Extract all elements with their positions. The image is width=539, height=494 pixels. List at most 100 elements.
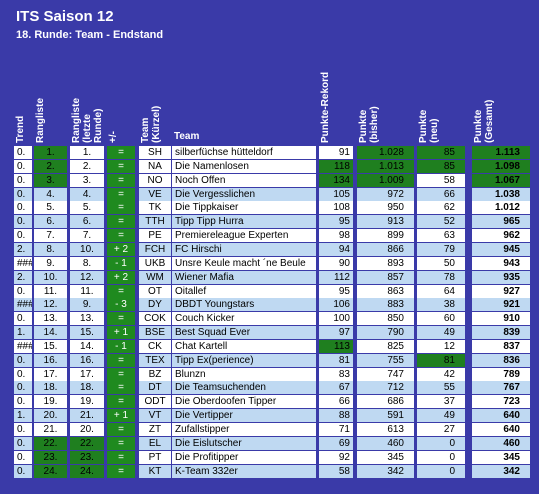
- table-cell: =: [107, 423, 135, 436]
- subtitle: 18. Runde: Team - Endstand: [16, 29, 164, 41]
- table-cell: COK: [139, 312, 171, 326]
- table-cell: 8.: [34, 242, 67, 256]
- table-cell: 92: [319, 450, 353, 464]
- table-cell: 18.: [70, 381, 104, 395]
- table-cell: ###: [14, 339, 32, 353]
- table-cell: 913: [357, 215, 414, 229]
- table-cell: 0.: [14, 312, 32, 326]
- table-cell: 0.: [14, 284, 32, 298]
- table-cell: 2.: [14, 270, 32, 284]
- table-cell: 1.028: [357, 146, 414, 159]
- table-cell: + 2: [107, 242, 135, 256]
- table-cell: Couch Kicker: [172, 312, 316, 326]
- table-cell: 14.: [34, 326, 67, 340]
- column-header: Team (Kürzel): [140, 105, 162, 143]
- table-cell: BZ: [139, 367, 171, 381]
- table-cell: - 1: [107, 339, 135, 353]
- table-cell: 0.: [14, 201, 32, 215]
- table-cell: TEX: [139, 353, 171, 367]
- table-cell: 52: [417, 215, 465, 229]
- table-cell: KT: [139, 464, 171, 478]
- table-cell: 16.: [70, 353, 104, 367]
- table-cell: Die Profitipper: [172, 450, 316, 464]
- table-cell: 1.067: [472, 173, 530, 187]
- table-cell: silberfüchse hütteldorf: [172, 146, 316, 159]
- table-cell: ODT: [139, 395, 171, 409]
- table-cell: 21.: [70, 409, 104, 423]
- table-cell: 0.: [14, 187, 32, 201]
- table-cell: 95: [319, 215, 353, 229]
- table-cell: 42: [417, 367, 465, 381]
- table-cell: =: [107, 201, 135, 215]
- table-cell: 0: [417, 464, 465, 478]
- table-cell: 21.: [34, 423, 67, 436]
- table-cell: 81: [417, 353, 465, 367]
- table-cell: 12.: [34, 298, 67, 312]
- table-cell: 62: [417, 201, 465, 215]
- table-cell: Die Vertipper: [172, 409, 316, 423]
- table-cell: 342: [357, 464, 414, 478]
- table-cell: 81: [319, 353, 353, 367]
- table-cell: K-Team 332er: [172, 464, 316, 478]
- table-cell: NA: [139, 159, 171, 173]
- table-cell: 0.: [14, 367, 32, 381]
- table-cell: 13.: [34, 312, 67, 326]
- table-cell: 0.: [14, 215, 32, 229]
- table-cell: Die Tippkaiser: [172, 201, 316, 215]
- table-cell: 712: [357, 381, 414, 395]
- table-cell: 118: [319, 159, 353, 173]
- table-cell: 0.: [14, 173, 32, 187]
- table-cell: 8.: [70, 256, 104, 270]
- table-cell: 0.: [14, 381, 32, 395]
- table-cell: Die Eislutscher: [172, 436, 316, 450]
- table-cell: 0: [417, 436, 465, 450]
- table-cell: 0.: [14, 423, 32, 436]
- table-cell: 3.: [34, 173, 67, 187]
- table-cell: 755: [357, 353, 414, 367]
- table-cell: 55: [417, 381, 465, 395]
- table-cell: Noch Offen: [172, 173, 316, 187]
- table-cell: 49: [417, 326, 465, 340]
- table-cell: 20.: [34, 409, 67, 423]
- table-cell: 1.038: [472, 187, 530, 201]
- table-cell: 927: [472, 284, 530, 298]
- table-cell: 0.: [14, 146, 32, 159]
- table-cell: Tipp Ex(perience): [172, 353, 316, 367]
- table-cell: 6.: [70, 215, 104, 229]
- table-cell: Die Namenlosen: [172, 159, 316, 173]
- table-cell: 79: [417, 242, 465, 256]
- table-cell: WM: [139, 270, 171, 284]
- table-cell: 1.: [70, 146, 104, 159]
- table-cell: 1.113: [472, 146, 530, 159]
- table-cell: FC Hirschi: [172, 242, 316, 256]
- table-cell: 83: [319, 367, 353, 381]
- column-header: +/-: [108, 131, 119, 143]
- table-cell: 27: [417, 423, 465, 436]
- table-cell: 0.: [14, 450, 32, 464]
- table-cell: ZT: [139, 423, 171, 436]
- table-cell: 17.: [34, 367, 67, 381]
- table-cell: 7.: [34, 229, 67, 243]
- table-cell: 63: [417, 229, 465, 243]
- table-cell: 64: [417, 284, 465, 298]
- table-cell: 38: [417, 298, 465, 312]
- table-cell: - 1: [107, 256, 135, 270]
- table-cell: PE: [139, 229, 171, 243]
- table-cell: 9.: [70, 298, 104, 312]
- table-cell: 640: [472, 409, 530, 423]
- table-cell: 866: [357, 242, 414, 256]
- table-cell: Wiener Mafia: [172, 270, 316, 284]
- column-header: Punkte (bisher): [358, 106, 380, 143]
- table-cell: 345: [472, 450, 530, 464]
- table-cell: TK: [139, 201, 171, 215]
- table-cell: 1.009: [357, 173, 414, 187]
- column-header: Punkte-Rekord: [320, 71, 331, 143]
- table-cell: 910: [472, 312, 530, 326]
- table-cell: 13.: [70, 312, 104, 326]
- table-cell: 90: [319, 256, 353, 270]
- table-cell: 10.: [34, 270, 67, 284]
- table-cell: 2.: [34, 159, 67, 173]
- table-cell: 640: [472, 423, 530, 436]
- table-cell: =: [107, 187, 135, 201]
- table-cell: 767: [472, 381, 530, 395]
